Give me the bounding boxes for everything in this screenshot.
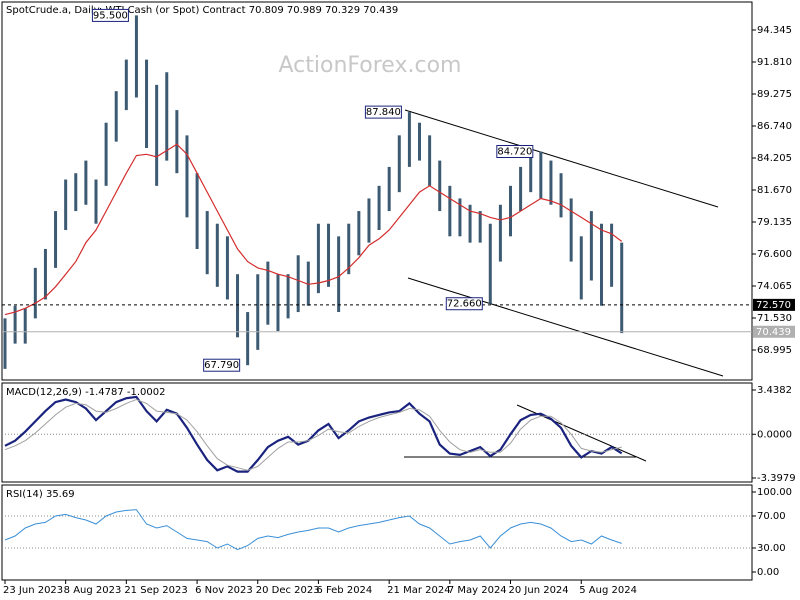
annotation: 84.720 — [497, 146, 532, 157]
price-label-box — [753, 298, 795, 311]
annotation-box — [91, 8, 129, 22]
macd-panel — [1, 382, 753, 483]
y-tick-label: 79.135 — [757, 217, 792, 228]
annotation: 87.840 — [366, 107, 401, 118]
x-tick-label: 23 Jun 2023 — [3, 585, 63, 596]
annotation-box — [445, 297, 483, 311]
annotation-box — [364, 105, 402, 119]
rsi-title: RSI(14) 35.69 — [6, 489, 75, 500]
price-label: 72.570 — [756, 300, 791, 311]
x-tick-label: 6 Nov 2023 — [195, 585, 253, 596]
y-tick-label: -3.3979 — [757, 473, 796, 484]
chart-title: SpotCrude.a, Daily: WTI Cash (or Spot) C… — [6, 5, 398, 16]
y-tick-label: 84.205 — [757, 153, 792, 164]
annotation: 67.790 — [204, 360, 239, 371]
x-tick-label: 6 Feb 2024 — [316, 585, 372, 596]
y-tick-label: 81.670 — [757, 185, 792, 196]
y-tick-label: 30.00 — [757, 543, 786, 554]
channel-lower — [407, 277, 724, 377]
watermark: ActionForex.com — [279, 53, 462, 78]
y-tick-label: 0.0000 — [757, 429, 792, 440]
x-tick-label: 20 Jun 2024 — [509, 585, 569, 596]
y-tick-label: 89.275 — [757, 89, 792, 100]
series-line — [4, 509, 622, 551]
x-tick-label: 8 Aug 2023 — [64, 585, 122, 596]
price-panel — [1, 1, 753, 381]
series-line — [4, 395, 623, 473]
annotation: 95.500 — [93, 10, 128, 21]
annotation-box — [496, 144, 534, 158]
y-tick-label: 3.4382 — [757, 385, 792, 396]
price-label-box — [753, 325, 795, 338]
y-tick-label: 68.995 — [757, 345, 792, 356]
channel-upper — [404, 109, 719, 208]
rsi-panel — [1, 484, 753, 581]
series-line — [4, 398, 622, 471]
x-tick-label: 5 Aug 2024 — [579, 585, 637, 596]
y-tick-label: 100.00 — [757, 487, 792, 498]
y-tick-label: 74.065 — [757, 281, 792, 292]
x-tick-label: 7 May 2024 — [448, 585, 507, 596]
x-tick-label: 20 Dec 2023 — [256, 585, 320, 596]
x-tick-label: 21 Sep 2023 — [124, 585, 187, 596]
y-tick-label: 70.00 — [757, 511, 786, 522]
y-tick-label: 0.00 — [757, 567, 779, 578]
series-line — [4, 143, 623, 316]
price-label: 70.439 — [756, 327, 791, 338]
y-tick-label: 94.345 — [757, 25, 792, 36]
macd-title: MACD(12,26,9) -1.4787 -1.0002 — [6, 387, 166, 398]
annotation-box — [203, 358, 241, 372]
annotation: 72.660 — [447, 299, 482, 310]
y-tick-label: 91.810 — [757, 57, 792, 68]
y-tick-label: 71.530 — [757, 313, 792, 324]
x-tick-label: 21 Mar 2024 — [387, 585, 450, 596]
y-tick-label: 86.740 — [757, 121, 792, 132]
y-tick-label: 76.600 — [757, 249, 792, 260]
